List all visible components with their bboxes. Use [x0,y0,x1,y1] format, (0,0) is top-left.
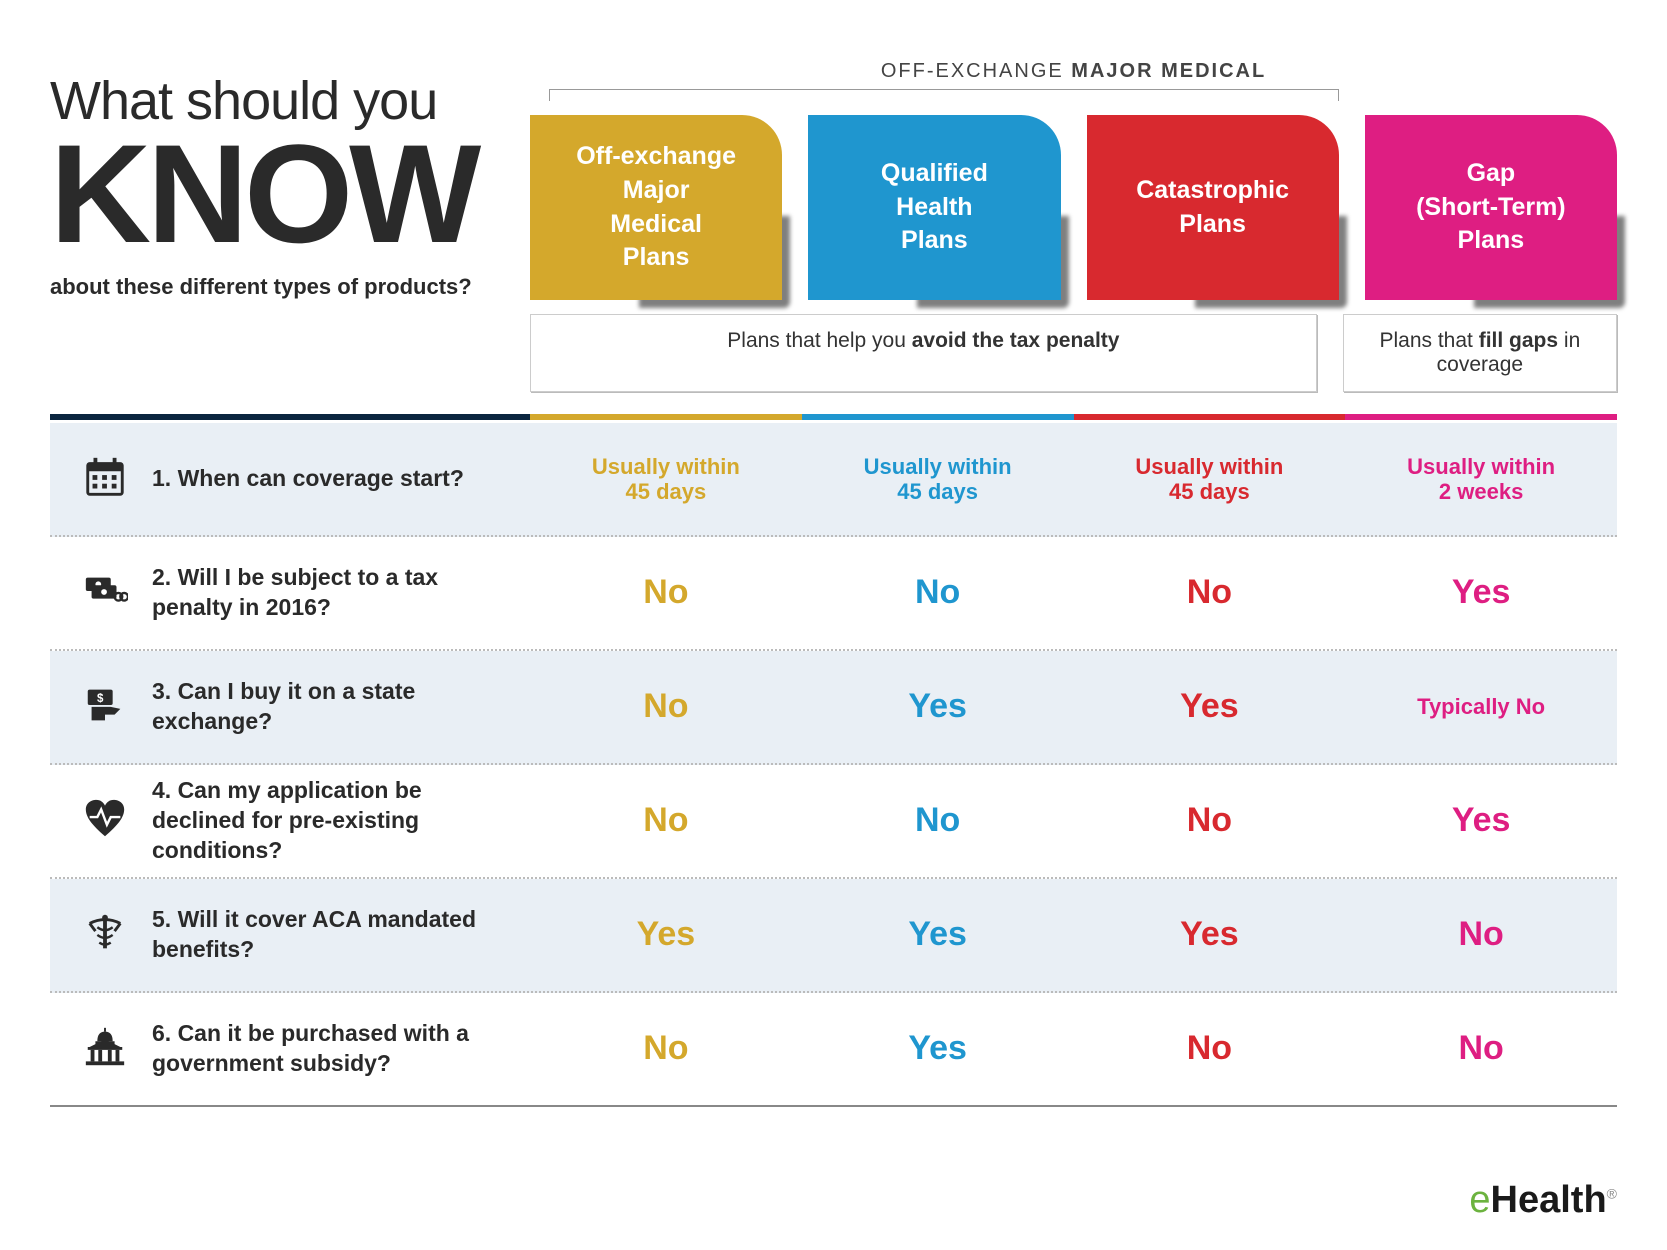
subcard-pre: Plans that [1379,329,1478,352]
plan-card-label: Off-exchangeMajorMedicalPlans [576,140,736,275]
plan-cards-row: Off-exchangeMajorMedicalPlans QualifiedH… [530,115,1617,300]
subcards-row: Plans that help you avoid the tax penalt… [530,314,1617,392]
answer-cell: Usually within45 days [802,423,1074,535]
question-text: 2. Will I be subject to a tax penalty in… [152,563,510,623]
caduceus-icon [80,910,130,961]
table-row: 4. Can my application be declined for pr… [50,765,1617,879]
plan-card-catastrophic: CatastrophicPlans [1087,115,1339,300]
answer-cell: Yes [1345,537,1617,649]
bracket-label: OFF-EXCHANGE MAJOR MEDICAL [530,60,1617,83]
money-icon [80,568,130,619]
question-text: 6. Can it be purchased with a government… [152,1019,510,1079]
plan-card-label: QualifiedHealthPlans [881,157,988,258]
logo-reg: ® [1607,1185,1617,1201]
capitol-icon [80,1024,130,1075]
subcard-avoid-tax: Plans that help you avoid the tax penalt… [530,314,1317,392]
question-text: 4. Can my application be declined for pr… [152,776,510,866]
bracket-line [549,89,1339,101]
answer-cell: No [1074,993,1346,1105]
question-cell: 5. Will it cover ACA mandated benefits? [50,879,530,991]
answer-cell: Yes [1074,879,1346,991]
answer-cell: Typically No [1345,651,1617,763]
table-row: 1. When can coverage start? Usually withi… [50,423,1617,537]
ehealth-logo: eHealth® [1469,1179,1617,1222]
plan-card-label: CatastrophicPlans [1136,174,1289,242]
answer-cell: No [1345,879,1617,991]
question-text: 1. When can coverage start? [152,464,464,494]
heart-icon [80,796,130,847]
answer-cell: Yes [802,993,1074,1105]
answer-cell: No [802,537,1074,649]
comparison-table: 1. When can coverage start? Usually withi… [50,414,1617,1107]
question-cell: 2. Will I be subject to a tax penalty in… [50,537,530,649]
answer-cell: No [530,537,802,649]
plan-card-gap: Gap(Short-Term)Plans [1365,115,1617,300]
subcard-bold: fill gaps [1479,329,1558,352]
table-row: 3. Can I buy it on a state exchange?NoYe… [50,651,1617,765]
bracket-bold: MAJOR MEDICAL [1071,60,1266,82]
plan-card-qualified: QualifiedHealthPlans [808,115,1060,300]
calendar-icon [80,454,130,505]
question-cell: 1. When can coverage start? [50,423,530,535]
answer-cell: Usually within45 days [530,423,802,535]
question-cell: 3. Can I buy it on a state exchange? [50,651,530,763]
question-text: 3. Can I buy it on a state exchange? [152,677,510,737]
answer-cell: Yes [802,651,1074,763]
answer-cell: No [530,765,802,877]
bracket-prefix: OFF-EXCHANGE [881,60,1071,82]
cards-area: OFF-EXCHANGE MAJOR MEDICAL Off-exchangeM… [530,60,1617,392]
answer-cell: Yes [530,879,802,991]
plan-card-label: Gap(Short-Term)Plans [1416,157,1566,258]
table-row: 2. Will I be subject to a tax penalty in… [50,537,1617,651]
header-area: What should you KNOW about these differe… [50,60,1617,392]
subcard-fill-gaps: Plans that fill gaps in coverage [1343,314,1617,392]
answer-cell: Usually within45 days [1074,423,1346,535]
answer-cell: No [1074,765,1346,877]
title-block: What should you KNOW about these differe… [50,60,530,300]
title-sub: about these different types of products? [50,274,530,300]
question-cell: 4. Can my application be declined for pr… [50,765,530,877]
answer-cell: No [530,993,802,1105]
answer-cell: Yes [802,879,1074,991]
title-know: KNOW [50,124,530,264]
answer-cell: No [530,651,802,763]
separator-bar [50,414,1617,420]
logo-e: e [1469,1179,1490,1221]
subcard-bold: avoid the tax penalty [912,329,1120,352]
subcard-pre: Plans that help you [727,329,911,352]
table-row: 5. Will it cover ACA mandated benefits? Y… [50,879,1617,993]
answer-cell: Yes [1074,651,1346,763]
answer-cell: Usually within2 weeks [1345,423,1617,535]
plan-card-off-exchange: Off-exchangeMajorMedicalPlans [530,115,782,300]
question-cell: 6. Can it be purchased with a government… [50,993,530,1105]
hand-icon [80,682,130,733]
answer-cell: No [1345,993,1617,1105]
answer-cell: No [802,765,1074,877]
question-text: 5. Will it cover ACA mandated benefits? [152,905,510,965]
table-row: 6. Can it be purchased with a government… [50,993,1617,1107]
logo-health: Health [1491,1179,1607,1221]
answer-cell: Yes [1345,765,1617,877]
answer-cell: No [1074,537,1346,649]
